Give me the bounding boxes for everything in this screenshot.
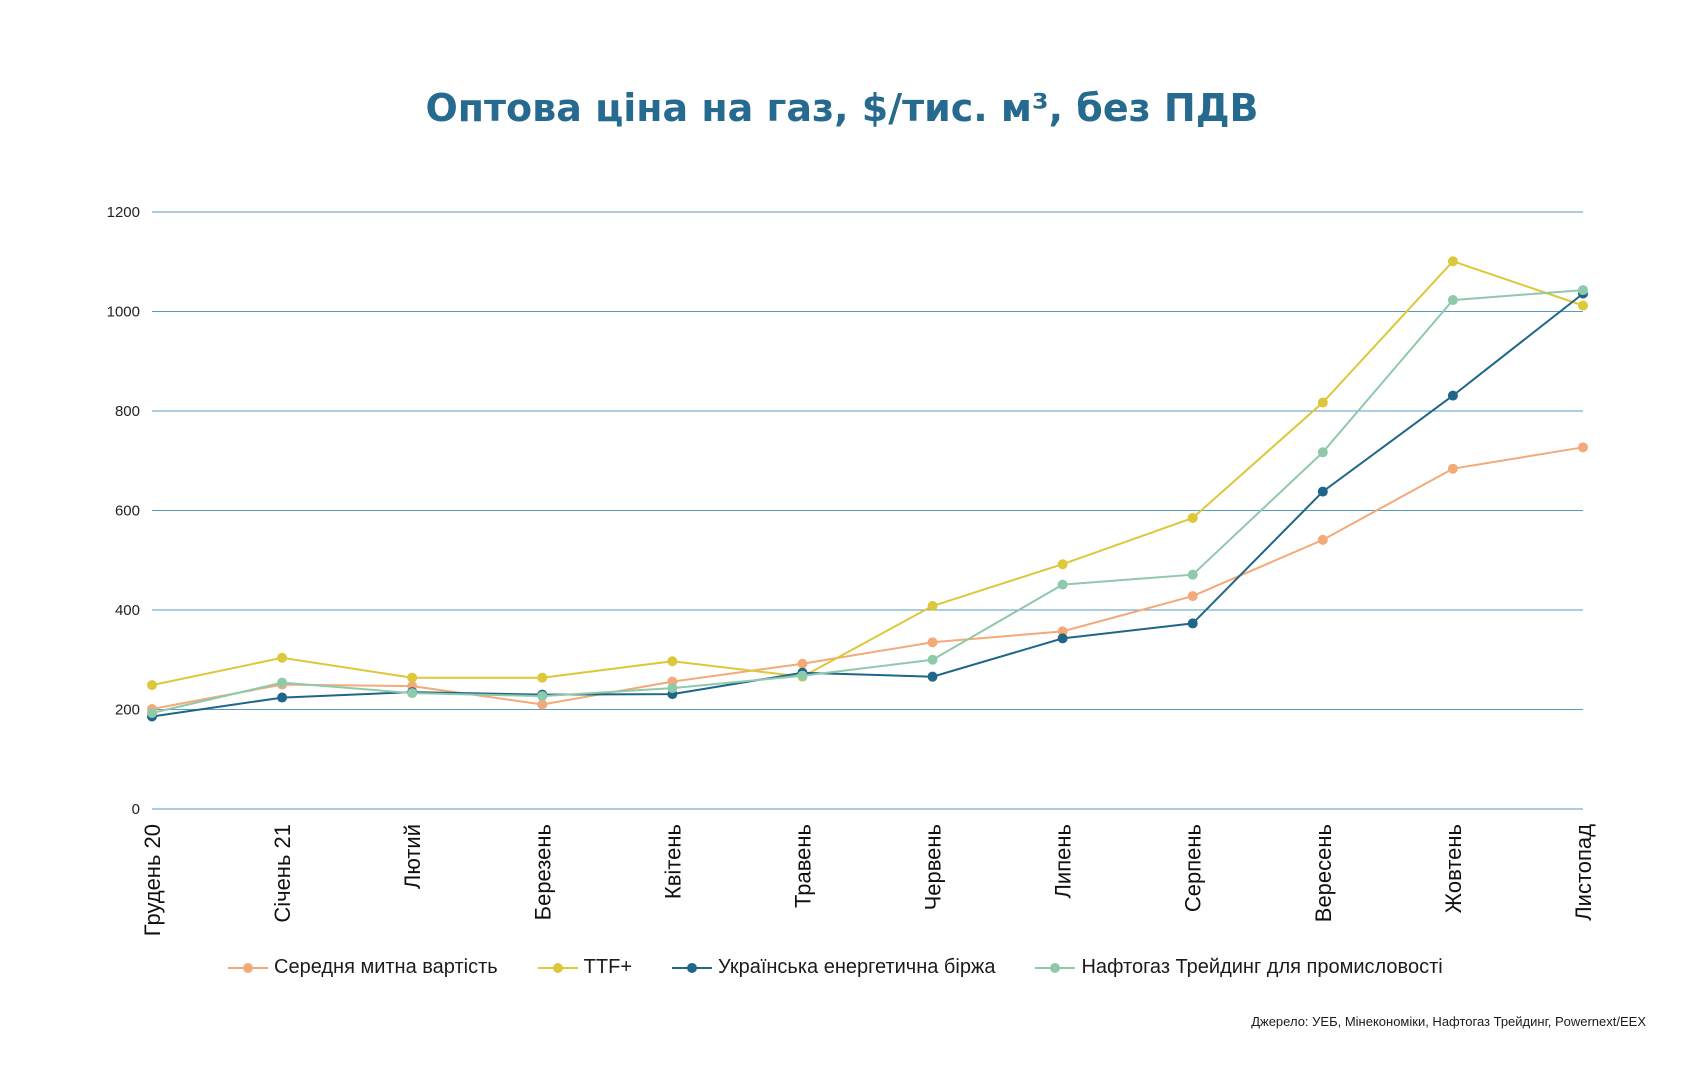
series-line-1	[151, 260, 1584, 687]
legend-item: Середня митна вартість	[228, 956, 498, 979]
legend-swatch	[228, 958, 268, 978]
legend-swatch	[537, 958, 578, 978]
x-tick-label: Грудень 20	[140, 824, 165, 936]
data-point	[1187, 591, 1198, 602]
y-tick-label: 800	[115, 403, 140, 420]
data-point	[537, 699, 548, 710]
legend-label: TTF+	[583, 956, 633, 978]
data-point	[277, 652, 288, 663]
data-point	[797, 658, 808, 669]
legend: Середня митна вартість TTF+ Українська ене…	[228, 956, 1483, 979]
x-tick-label: Серпень	[1181, 824, 1206, 912]
data-point	[147, 680, 157, 691]
x-tick-label: Березень	[530, 824, 555, 920]
data-point	[667, 683, 678, 694]
data-point	[1187, 512, 1198, 523]
data-point	[407, 688, 418, 699]
x-tick-label: Травень	[790, 824, 815, 908]
series-lines	[151, 260, 1584, 718]
data-point	[1317, 486, 1328, 497]
data-point	[537, 691, 548, 702]
legend-swatch	[672, 958, 713, 978]
data-point	[1447, 390, 1458, 401]
x-tick-label: Квітень	[660, 824, 685, 899]
legend-label: Середня митна вартість	[274, 956, 498, 978]
data-point	[1578, 285, 1588, 296]
series-points	[147, 256, 1588, 722]
data-point	[927, 654, 938, 665]
data-point	[147, 707, 157, 718]
x-tick-label: Вересень	[1311, 824, 1336, 922]
y-axis-ticks: 0 200 400 600 800 1000 1200	[107, 204, 140, 818]
data-point	[1447, 256, 1458, 267]
y-tick-label: 200	[115, 702, 140, 719]
y-tick-label: 400	[115, 602, 140, 619]
x-axis-ticks: Грудень 20 Січень 21 Лютий Березень Квітень Т…	[140, 824, 1596, 936]
x-tick-label: Січень 21	[270, 824, 295, 923]
series-line-2	[151, 292, 1584, 718]
data-point	[537, 672, 548, 683]
data-point	[277, 692, 288, 703]
data-point	[1187, 569, 1198, 580]
gridlines	[152, 211, 1583, 810]
data-point	[927, 671, 938, 682]
data-point	[407, 672, 418, 683]
legend-item: Українська енергетична біржа	[672, 956, 995, 979]
x-tick-label: Червень	[921, 824, 946, 910]
legend-item: TTF+	[537, 956, 633, 979]
data-point	[1057, 633, 1068, 644]
data-point	[927, 637, 938, 648]
legend-swatch	[1035, 958, 1076, 978]
x-tick-label: Листопад	[1571, 824, 1596, 921]
data-point	[1578, 300, 1588, 311]
data-point	[277, 677, 288, 688]
data-point	[1057, 559, 1068, 570]
data-point	[1447, 295, 1458, 306]
legend-label: Українська енергетична біржа	[718, 956, 996, 978]
x-tick-label: Жовтень	[1441, 824, 1466, 913]
data-point	[1578, 442, 1588, 453]
series-line-3	[151, 289, 1584, 714]
data-point	[1317, 534, 1328, 545]
data-point	[1057, 579, 1068, 590]
y-tick-label: 1200	[107, 204, 140, 221]
x-tick-label: Лютий	[400, 824, 425, 889]
x-tick-label: Липень	[1051, 824, 1076, 899]
chart-title: Оптова ціна на газ, $/тис. м³, без ПДВ	[425, 86, 1259, 130]
data-point	[1317, 397, 1328, 408]
series-line-0	[151, 446, 1584, 710]
legend-item: Нафтогаз Трейдинг для промисловості	[1035, 956, 1443, 979]
source-note: Джерело: УЕБ, Мінекономіки, Нафтогаз Тре…	[1251, 1014, 1646, 1029]
data-point	[1317, 447, 1328, 458]
y-tick-label: 600	[115, 503, 140, 520]
data-point	[1447, 463, 1458, 474]
y-tick-label: 1000	[107, 304, 140, 321]
legend-label: Нафтогаз Трейдинг для промисловості	[1081, 956, 1443, 978]
data-point	[1057, 626, 1068, 637]
data-point	[927, 601, 938, 612]
data-point	[667, 656, 678, 667]
y-tick-label: 0	[132, 801, 140, 818]
data-point	[797, 670, 808, 681]
data-point	[1187, 618, 1198, 629]
